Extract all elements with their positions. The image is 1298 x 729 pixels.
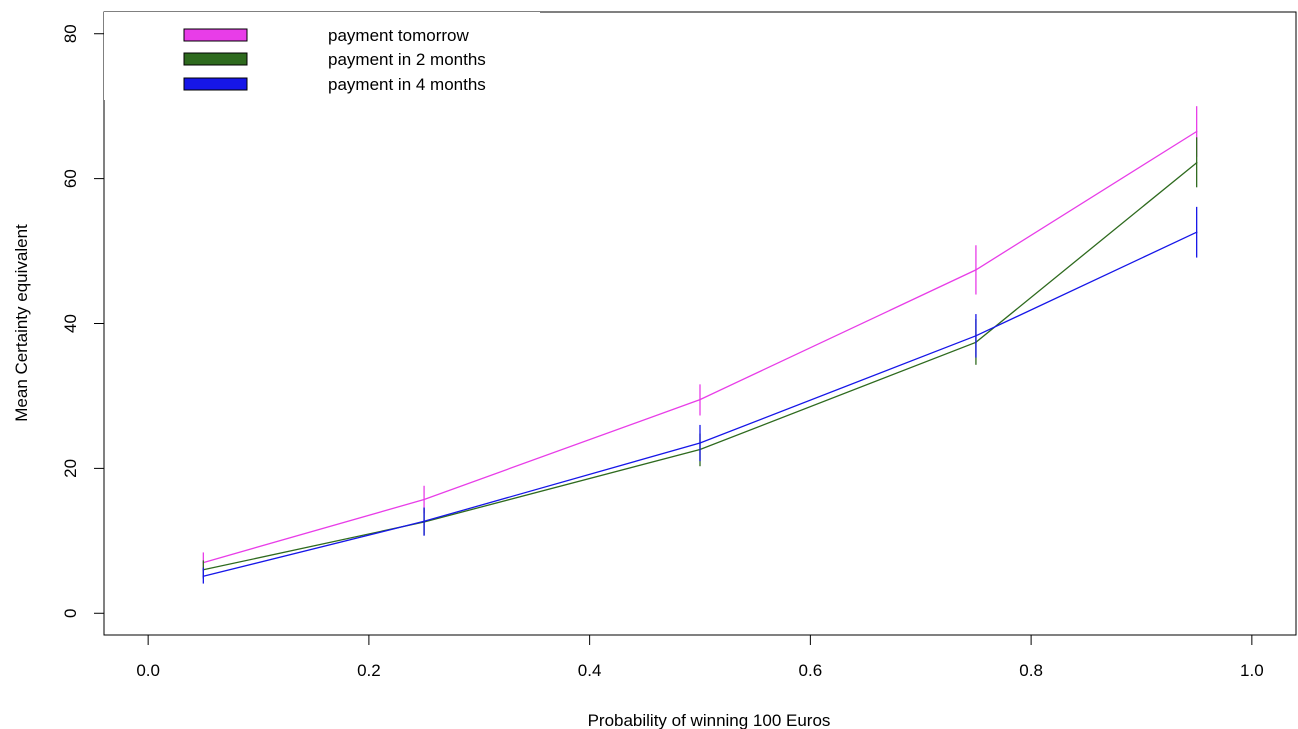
y-axis-title: Mean Certainty equivalent — [12, 224, 31, 422]
series-3 — [202, 206, 1198, 584]
legend-swatch — [183, 77, 248, 91]
x-tick-label: 0.0 — [136, 661, 160, 680]
data-point — [423, 498, 425, 501]
series-layer — [202, 106, 1198, 584]
series-line — [203, 162, 1198, 571]
legend-swatch — [183, 28, 248, 42]
data-point — [975, 335, 977, 337]
data-point — [699, 442, 701, 444]
legend-box — [104, 12, 540, 100]
legend: payment tomorrow payment in 2 months payme… — [183, 26, 486, 94]
legend-label: payment in 4 months — [328, 75, 486, 94]
data-point — [975, 269, 977, 271]
legend-swatch — [183, 52, 248, 66]
x-tick-label: 1.0 — [1240, 661, 1264, 680]
data-point — [1195, 161, 1198, 164]
series-1 — [202, 106, 1198, 572]
data-point — [1195, 130, 1198, 133]
series-2 — [202, 137, 1198, 579]
y-tick-label: 60 — [61, 169, 80, 188]
plot-frame — [103, 11, 1297, 636]
data-point — [1195, 231, 1198, 234]
y-axis: 0 20 40 60 80 — [61, 24, 105, 618]
legend-label: payment in 2 months — [328, 50, 486, 69]
x-tick-label: 0.2 — [357, 661, 381, 680]
x-axis: 0.0 0.2 0.4 0.6 0.8 1.0 — [136, 634, 1264, 680]
x-axis-title: Probability of winning 100 Euros — [588, 711, 831, 729]
data-point — [423, 520, 425, 523]
y-tick-label: 80 — [61, 24, 80, 43]
y-tick-label: 0 — [61, 609, 80, 618]
data-point — [202, 575, 205, 578]
x-tick-label: 0.8 — [1019, 661, 1043, 680]
x-tick-label: 0.4 — [578, 661, 602, 680]
legend-label: payment tomorrow — [328, 26, 469, 45]
data-point — [699, 398, 701, 401]
x-tick-label: 0.6 — [799, 661, 823, 680]
y-tick-label: 20 — [61, 459, 80, 478]
y-tick-label: 40 — [61, 314, 80, 333]
series-line — [203, 130, 1198, 564]
